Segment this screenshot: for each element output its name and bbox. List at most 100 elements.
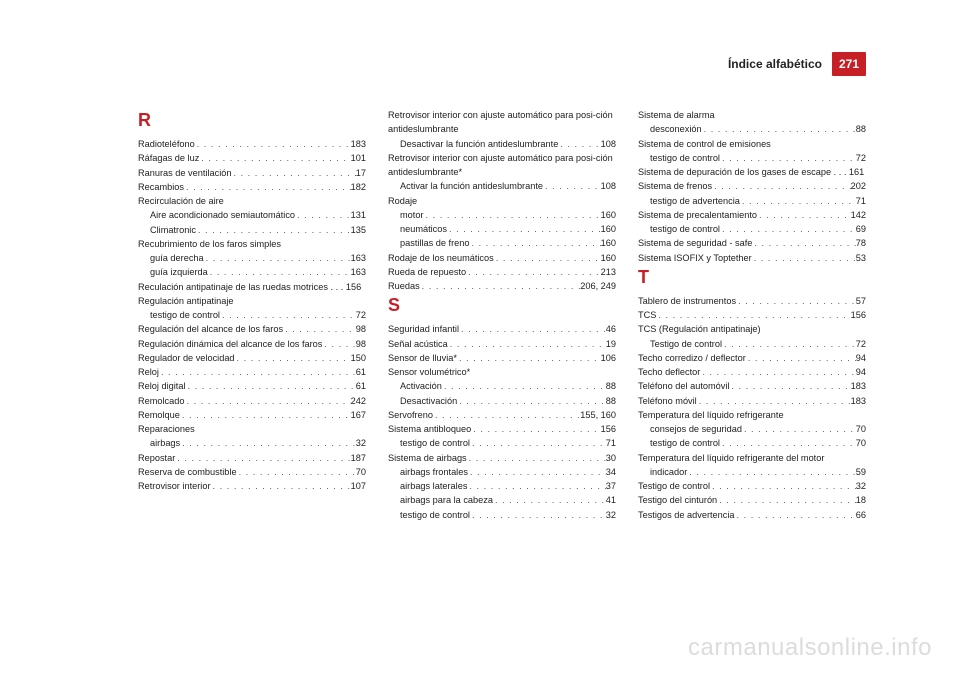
index-entry-label: Reloj digital bbox=[138, 379, 186, 393]
leader-dots bbox=[700, 365, 855, 379]
index-entry: Temperatura del líquido refrigerante bbox=[638, 408, 866, 422]
index-entry-label: Regulación del alcance de los faros bbox=[138, 322, 283, 336]
index-subentry: airbags laterales 37 bbox=[388, 479, 616, 493]
index-entry: Testigo de control32 bbox=[638, 479, 866, 493]
index-entry-label: Servofreno bbox=[388, 408, 433, 422]
index-entry-label: airbags laterales bbox=[400, 479, 467, 493]
index-entry-page: 46 bbox=[606, 322, 616, 336]
index-entry: Recubrimiento de los faros simples bbox=[138, 237, 366, 251]
index-subentry: testigo de control72 bbox=[638, 151, 866, 165]
index-entry-label: Seguridad infantil bbox=[388, 322, 459, 336]
index-entry: Reparaciones bbox=[138, 422, 366, 436]
index-entry-page: 206, 249 bbox=[580, 279, 616, 293]
index-entry-label: Sistema antibloqueo bbox=[388, 422, 471, 436]
index-subentry: Aire acondicionado semiautomático131 bbox=[138, 208, 366, 222]
index-column-3: Sistema de alarmadesconexión88Sistema de… bbox=[638, 108, 866, 522]
index-entry-label: testigo de control bbox=[150, 308, 220, 322]
page-number-badge: 271 bbox=[832, 52, 866, 76]
index-entry-label: guía derecha bbox=[150, 251, 204, 265]
section-letter: R bbox=[138, 110, 366, 131]
index-entry-page: 202 bbox=[851, 179, 866, 193]
index-entry-label: TCS (Regulación antipatinaje) bbox=[638, 322, 761, 336]
index-subentry: indicador59 bbox=[638, 465, 866, 479]
index-entry-label: guía izquierda bbox=[150, 265, 208, 279]
index-entry: Reloj digital61 bbox=[138, 379, 366, 393]
index-column-1: RRadioteléfono183Ráfagas de luz101Ranura… bbox=[138, 108, 366, 522]
index-entry-page: 183 bbox=[351, 137, 366, 151]
index-entry-page: 88 bbox=[606, 394, 616, 408]
leader-dots bbox=[697, 394, 851, 408]
index-entry-label: Sensor de lluvia* bbox=[388, 351, 457, 365]
leader-dots bbox=[195, 137, 351, 151]
index-entry-label: Señal acústica bbox=[388, 337, 448, 351]
index-entry-label: Rodaje de los neumáticos bbox=[388, 251, 494, 265]
index-entry-label: TCS bbox=[638, 308, 656, 322]
index-entry-label: Sistema de frenos bbox=[638, 179, 712, 193]
leader-dots bbox=[710, 479, 856, 493]
index-entry: Remolque167 bbox=[138, 408, 366, 422]
index-entry: Rodaje bbox=[388, 194, 616, 208]
leader-dots bbox=[717, 493, 856, 507]
index-entry-page: 71 bbox=[606, 436, 616, 450]
index-subentry: testigo de control69 bbox=[638, 222, 866, 236]
leader-dots bbox=[543, 179, 601, 193]
index-subentry: consejos de seguridad70 bbox=[638, 422, 866, 436]
leader-dots bbox=[199, 151, 350, 165]
index-entry-page: 41 bbox=[606, 493, 616, 507]
index-entry-label: Recubrimiento de los faros simples bbox=[138, 237, 281, 251]
index-entry-label: Sistema ISOFIX y Toptether bbox=[638, 251, 752, 265]
leader-dots bbox=[471, 422, 600, 436]
index-entry-label: Recambios bbox=[138, 180, 184, 194]
leader-dots bbox=[467, 479, 605, 493]
index-entry-label: Techo corredizo / deflector bbox=[638, 351, 746, 365]
index-entry: Sistema de control de emisiones bbox=[638, 137, 866, 151]
leader-dots bbox=[457, 351, 601, 365]
leader-dots bbox=[283, 322, 356, 336]
index-entries: Retrovisor interior con ajuste automátic… bbox=[388, 108, 616, 293]
index-entries: Sistema de alarmadesconexión88Sistema de… bbox=[638, 108, 866, 265]
index-entry: Teléfono del automóvil183 bbox=[638, 379, 866, 393]
index-entry-page: 106 bbox=[601, 351, 616, 365]
index-entry-label: Regulación antipatinaje bbox=[138, 294, 234, 308]
index-entry: Sistema de frenos 202 bbox=[638, 179, 866, 193]
index-entry-label: Sistema de seguridad - safe bbox=[638, 236, 752, 250]
index-entry-page: 182 bbox=[351, 180, 366, 194]
index-entry-page: 98 bbox=[356, 337, 366, 351]
index-entry: Rodaje de los neumáticos160 bbox=[388, 251, 616, 265]
index-entry-label: Ráfagas de luz bbox=[138, 151, 199, 165]
index-entry-page: 108 bbox=[601, 179, 616, 193]
index-entry-page: 150 bbox=[351, 351, 366, 365]
index-entry-page: 242 bbox=[351, 394, 366, 408]
leader-dots bbox=[220, 308, 356, 322]
index-entry: Regulación antipatinaje bbox=[138, 294, 366, 308]
index-entry-label: Remolque bbox=[138, 408, 180, 422]
index-entry-page: 70 bbox=[856, 436, 866, 450]
index-subentry: testigo de control32 bbox=[388, 508, 616, 522]
index-entry: Repostar187 bbox=[138, 451, 366, 465]
index-subentry: Desactivar la función antideslumbrante10… bbox=[388, 137, 616, 151]
index-entry-page: 37 bbox=[606, 479, 616, 493]
leader-dots bbox=[494, 251, 601, 265]
leader-dots bbox=[466, 265, 601, 279]
index-entry: Ranuras de ventilación17 bbox=[138, 166, 366, 180]
leader-dots bbox=[468, 465, 606, 479]
index-entry: Retrovisor interior107 bbox=[138, 479, 366, 493]
leader-dots bbox=[470, 436, 606, 450]
index-entry: Teléfono móvil183 bbox=[638, 394, 866, 408]
index-entry-label: Temperatura del líquido refrigerante bbox=[638, 408, 784, 422]
watermark-text: carmanualsonline.info bbox=[688, 634, 932, 662]
index-entry: TCS (Regulación antipatinaje) bbox=[638, 322, 866, 336]
leader-dots bbox=[208, 265, 351, 279]
index-entry: Tablero de instrumentos57 bbox=[638, 294, 866, 308]
leader-dots bbox=[702, 122, 856, 136]
index-entry-page: 72 bbox=[356, 308, 366, 322]
index-entries: Tablero de instrumentos57TCS156TCS (Regu… bbox=[638, 294, 866, 522]
index-entry-page: 131 bbox=[351, 208, 366, 222]
index-entry-label: testigo de control bbox=[650, 151, 720, 165]
leader-dots bbox=[656, 308, 850, 322]
index-entry-page: 160 bbox=[601, 236, 616, 250]
index-entry-label: testigo de control bbox=[400, 508, 470, 522]
index-entry-label: Reparaciones bbox=[138, 422, 195, 436]
index-entry-page: 160 bbox=[601, 208, 616, 222]
index-entry-label: neumáticos bbox=[400, 222, 447, 236]
